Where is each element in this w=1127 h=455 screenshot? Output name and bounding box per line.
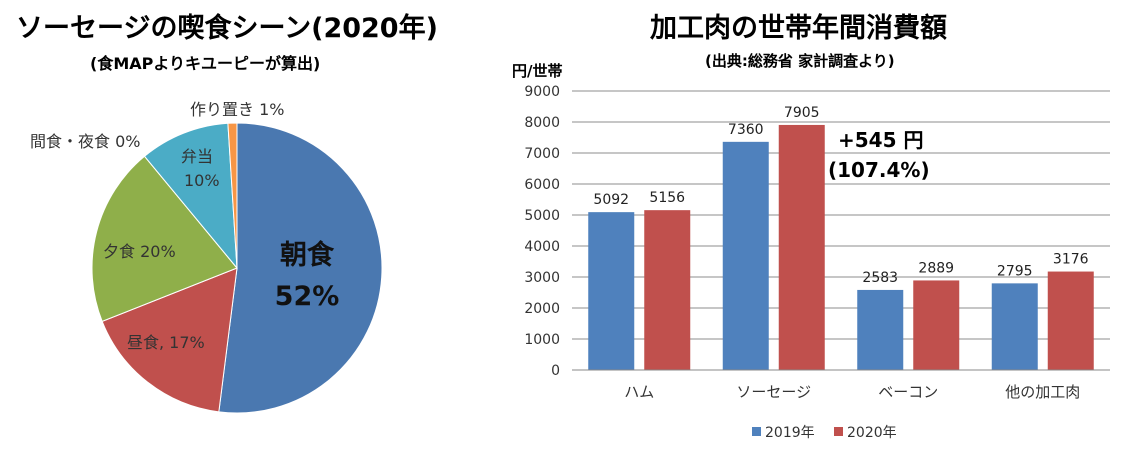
bar-2-1	[913, 280, 960, 370]
x-category-1: ソーセージ	[736, 383, 811, 401]
bar-value-0-1: 5156	[649, 190, 685, 206]
pie-chart-subtitle: (食MAPよりキユーピーが算出)	[90, 54, 321, 73]
x-category-3: 他の加工肉	[1005, 383, 1080, 401]
bar-value-3-0: 2795	[997, 263, 1033, 279]
pie-label-breakfast-line1: 朝食	[280, 239, 335, 271]
pie-label-snack: 間食・夜食 0%	[30, 132, 140, 151]
pie-label-bento-line1: 弁当	[181, 147, 213, 166]
bar-category-labels: ハム ソーセージ ベーコン 他の加工肉	[624, 383, 1080, 401]
legend-swatch-0	[752, 427, 761, 436]
bar-value-3-1: 3176	[1053, 252, 1089, 268]
bar-3-0	[991, 283, 1038, 370]
y-tick-9000: 9000	[524, 84, 560, 100]
bar-legend: 2019年 2020年	[752, 425, 897, 441]
pie-label-bento-line2: 10%	[184, 171, 220, 190]
bar-value-labels: 5092 5156 7360 7905 2583 2889 2795 3176	[593, 105, 1088, 286]
bar-2-0	[857, 289, 904, 370]
legend-label-1: 2020年	[847, 425, 897, 441]
x-category-0: ハム	[624, 383, 654, 401]
y-tick-0: 0	[551, 363, 560, 379]
pie-label-dinner: 夕食 20%	[103, 242, 176, 261]
y-tick-4000: 4000	[524, 239, 560, 255]
pie-chart-title: ソーセージの喫食シーン(2020年)	[16, 13, 438, 44]
pie-label-lunch: 昼食, 17%	[127, 333, 205, 352]
bar-y-tick-labels: 0 1000 2000 3000 4000 5000 6000 7000 8000 9000	[524, 84, 560, 379]
bar-0-1	[644, 210, 691, 370]
bar-1-0	[722, 141, 769, 370]
pie-chart	[91, 122, 383, 414]
legend-label-0: 2019年	[765, 425, 815, 441]
pie-slice-breakfast	[218, 122, 383, 414]
pie-slice-bento	[143, 122, 238, 270]
bar-3-1	[1047, 271, 1094, 370]
bar-y-unit: 円/世帯	[512, 62, 562, 80]
bar-0-0	[588, 212, 635, 370]
bar-value-1-1: 7905	[784, 105, 820, 121]
bar-annotation-line1: +545 円	[838, 128, 923, 152]
pie-labels: 作り置き 1% 間食・夜食 0% 弁当 10% 夕食 20% 昼食, 17% 朝…	[30, 100, 339, 352]
pie-slice-lunch	[101, 267, 238, 413]
y-tick-7000: 7000	[524, 146, 560, 162]
x-category-2: ベーコン	[878, 383, 938, 401]
y-tick-3000: 3000	[524, 270, 560, 286]
y-tick-1000: 1000	[524, 332, 560, 348]
pie-slice-dinner	[91, 155, 238, 323]
bar-value-2-1: 2889	[918, 260, 954, 276]
bar-chart-subtitle: (出典:総務省 家計調査より)	[705, 52, 895, 70]
y-tick-5000: 5000	[524, 208, 560, 224]
bar-value-2-0: 2583	[862, 270, 898, 286]
legend-swatch-1	[834, 427, 843, 436]
pie-label-breakfast-line2: 52%	[275, 281, 340, 312]
y-tick-6000: 6000	[524, 177, 560, 193]
bar-value-1-0: 7360	[728, 122, 764, 138]
bar-chart-title: 加工肉の世帯年間消費額	[650, 13, 947, 44]
bar-value-0-0: 5092	[593, 192, 629, 208]
pie-label-premade: 作り置き 1%	[190, 100, 284, 119]
bar-bars	[588, 124, 1094, 370]
pie-slice-premade	[227, 122, 238, 269]
y-tick-2000: 2000	[524, 301, 560, 317]
bar-1-1	[778, 124, 825, 370]
bar-annotation-line2: (107.4%)	[828, 158, 930, 182]
y-tick-8000: 8000	[524, 115, 560, 131]
